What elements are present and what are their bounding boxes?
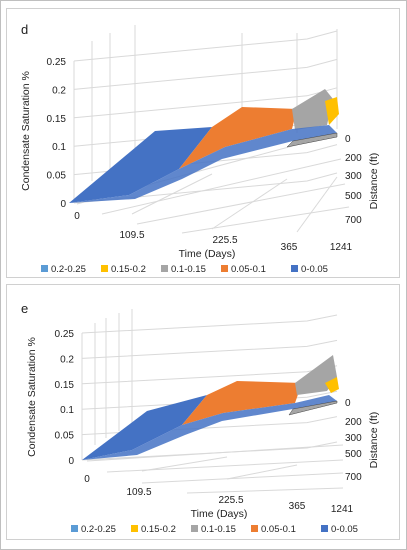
z-tick-label: 0.15 — [55, 380, 75, 391]
surface-patch-0.1-0.15 — [288, 400, 338, 416]
legend-swatch — [221, 265, 228, 272]
z-tick-label: 0.05 — [47, 171, 67, 182]
y-tick-label: 500 — [345, 449, 362, 460]
legend-swatch — [161, 265, 168, 272]
x-tick-label: 225.5 — [218, 495, 243, 506]
surface-patch-0-0.05 — [82, 395, 337, 460]
x-tick-label: 109.5 — [119, 230, 144, 241]
x-axis-title: Time (Days) — [191, 508, 248, 520]
y-tick-label: 300 — [345, 171, 362, 182]
z-gridline — [73, 87, 338, 119]
floor-gridline — [136, 183, 346, 225]
legend-swatch — [251, 525, 258, 532]
legend-swatch — [71, 525, 78, 532]
legend-swatch — [101, 265, 108, 272]
chart-panel-d: 0 0.05 0.1 0.15 0.2 0.25 0 109.5 225.5 365 1241 0 20… — [6, 8, 400, 278]
y-tick-label: 200 — [345, 417, 362, 428]
y-tick-label: 0 — [345, 134, 351, 145]
legend-label: 0.1-0.15 — [171, 264, 206, 275]
y-tick-label: 500 — [345, 191, 362, 202]
surface-patch-0.15-0.2 — [325, 377, 339, 393]
x-axis-title: Time (Days) — [179, 248, 236, 260]
legend-swatch — [291, 265, 298, 272]
legend-label: 0-0.05 — [301, 264, 328, 275]
surface-chart-d: 0 0.05 0.1 0.15 0.2 0.25 0 109.5 225.5 365 1241 0 20… — [20, 22, 380, 275]
x-tick-label: 365 — [281, 242, 298, 253]
y-tick-label: 700 — [345, 472, 362, 483]
z-tick-label: 0 — [60, 199, 66, 210]
z-gridline — [73, 58, 338, 90]
legend-label: 0.1-0.15 — [201, 524, 236, 535]
surface-chart-e: 0 0.05 0.1 0.15 0.2 0.25 0 109.5 225.5 365 1241 0 20… — [21, 301, 380, 535]
z-tick-label: 0.1 — [52, 142, 66, 153]
legend-swatch — [41, 265, 48, 272]
x-tick-label: 365 — [289, 501, 306, 512]
z-gridline — [81, 339, 338, 359]
z-gridline — [81, 390, 338, 410]
surface-patch-0.1-0.15 — [292, 89, 333, 130]
surface-patch-0.1-0.15 — [286, 132, 338, 148]
z-gridline — [81, 441, 338, 461]
z-gridline — [73, 30, 338, 62]
legend-label: 0.2-0.25 — [81, 524, 116, 535]
z-axis-title: Condensate Saturation % — [26, 337, 38, 457]
x-tick-label: 109.5 — [126, 487, 151, 498]
z-tick-label: 0.05 — [55, 431, 75, 442]
legend-label: 0.05-0.1 — [231, 264, 266, 275]
y-tick-label: 300 — [345, 433, 362, 444]
floor-gridline — [141, 472, 344, 484]
surface-patch-0-0.05 — [69, 125, 337, 203]
z-gridline — [73, 172, 338, 204]
x-tick-label: 1241 — [330, 242, 353, 253]
y-tick-label: 700 — [345, 215, 362, 226]
y-axis-title: Distance (ft) — [368, 153, 380, 210]
legend-label: 0.05-0.1 — [261, 524, 296, 535]
legend-swatch — [191, 525, 198, 532]
surface-patch-0.15-0.2 — [325, 97, 339, 125]
legend-label: 0.15-0.2 — [141, 524, 176, 535]
floor-gridline — [106, 459, 344, 473]
floor-gridline — [86, 444, 344, 462]
x-tick-label: 0 — [84, 474, 90, 485]
x-tick-label: 225.5 — [212, 235, 237, 246]
legend-label: 0.15-0.2 — [111, 264, 146, 275]
floor-gridline — [186, 487, 344, 494]
floor-gridline — [101, 158, 342, 215]
time-gridline — [296, 176, 338, 233]
z-tick-label: 0.25 — [47, 57, 67, 68]
surface-patch-0-0.05 — [69, 127, 212, 203]
z-tick-label: 0 — [68, 456, 74, 467]
chart-panel-e: 0 0.05 0.1 0.15 0.2 0.25 0 109.5 225.5 365 1241 0 20… — [6, 284, 400, 540]
panel-letter: d — [21, 22, 28, 37]
z-tick-label: 0.2 — [60, 354, 74, 365]
time-gridline — [226, 464, 298, 480]
legend-swatch — [131, 525, 138, 532]
x-tick-label: 1241 — [331, 504, 354, 515]
z-axis-title: Condensate Saturation % — [20, 71, 32, 191]
y-tick-label: 0 — [345, 398, 351, 409]
x-tick-label: 0 — [74, 211, 80, 222]
surface-patch-0-0.05 — [82, 395, 207, 460]
time-gridline — [131, 173, 213, 215]
surface-patch-0.05-0.1 — [182, 381, 302, 425]
panel-letter: e — [21, 301, 28, 316]
legend-label: 0.2-0.25 — [51, 264, 86, 275]
time-gridline — [211, 178, 288, 230]
z-tick-label: 0.2 — [52, 85, 66, 96]
y-axis-title: Distance (ft) — [368, 412, 380, 469]
y-tick-label: 200 — [345, 153, 362, 164]
time-gridline — [141, 456, 228, 472]
surface-patch-0.05-0.1 — [179, 107, 297, 169]
legend-swatch — [321, 525, 328, 532]
z-tick-label: 0.15 — [47, 114, 67, 125]
floor-gridline — [181, 206, 350, 234]
legend-label: 0-0.05 — [331, 524, 358, 535]
z-gridline — [81, 314, 338, 334]
z-tick-label: 0.25 — [55, 329, 75, 340]
z-tick-label: 0.1 — [60, 405, 74, 416]
